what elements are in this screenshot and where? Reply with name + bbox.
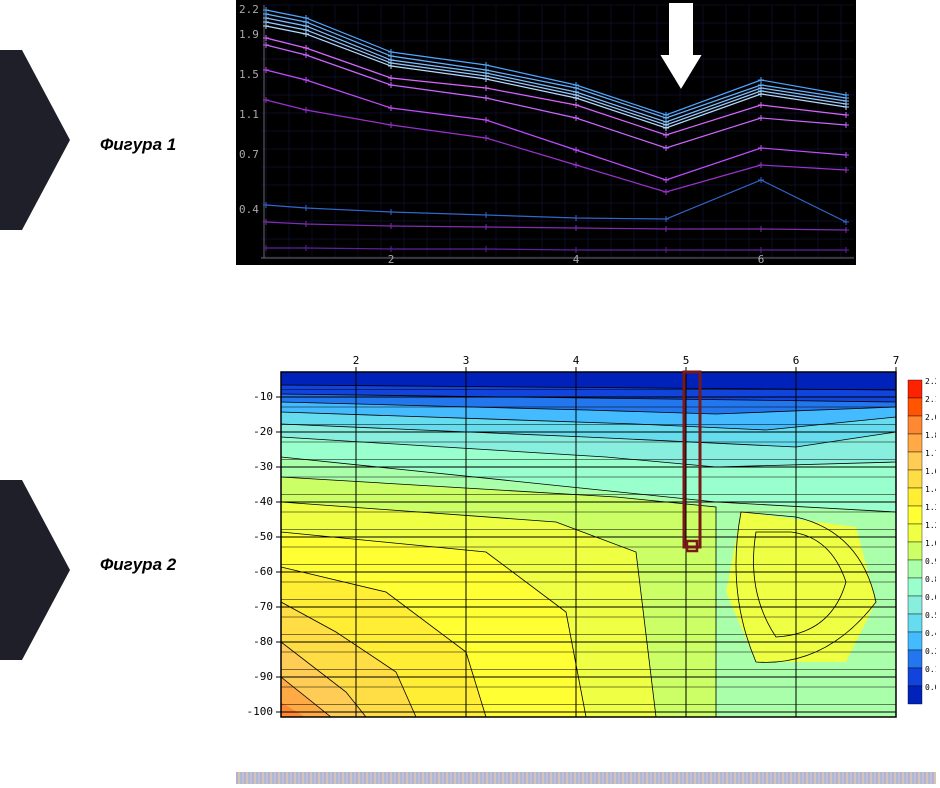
svg-text:2: 2 (353, 354, 360, 367)
pentagon-marker-2 (0, 480, 70, 660)
svg-text:0.00: 0.00 (925, 683, 936, 692)
svg-text:0.81: 0.81 (925, 575, 936, 584)
svg-text:1.21: 1.21 (925, 521, 936, 530)
svg-text:2.01: 2.01 (925, 413, 936, 422)
svg-text:1.48: 1.48 (925, 485, 936, 494)
svg-text:2.2: 2.2 (239, 3, 259, 16)
svg-text:1.74: 1.74 (925, 449, 936, 458)
svg-text:1.88: 1.88 (925, 431, 936, 440)
svg-text:-20: -20 (253, 425, 273, 438)
svg-text:1.5: 1.5 (239, 68, 259, 81)
contour-chart: 2 3 4 5 6 7 -10 -20 -30 -40 -50 -60 -70 -80 -90 -100 2.2… (236, 352, 936, 752)
svg-text:-60: -60 (253, 565, 273, 578)
svg-text:2.15: 2.15 (925, 395, 936, 404)
svg-text:3: 3 (463, 354, 470, 367)
figure2-label: Фигура 2 (100, 555, 176, 575)
svg-text:4: 4 (573, 253, 580, 265)
svg-text:-90: -90 (253, 670, 273, 683)
svg-text:0.4: 0.4 (239, 203, 259, 216)
svg-text:0.54: 0.54 (925, 611, 936, 620)
svg-text:1.1: 1.1 (239, 108, 259, 121)
svg-text:-50: -50 (253, 530, 273, 543)
svg-text:1.34: 1.34 (925, 503, 936, 512)
pentagon-marker-1 (0, 50, 70, 230)
svg-text:1.07: 1.07 (925, 539, 936, 548)
svg-text:7: 7 (893, 354, 900, 367)
svg-text:5: 5 (683, 354, 690, 367)
svg-text:-70: -70 (253, 600, 273, 613)
svg-text:0.7: 0.7 (239, 148, 259, 161)
svg-text:-100: -100 (247, 705, 274, 718)
figure1-label: Фигура 1 (100, 135, 176, 155)
svg-text:0.67: 0.67 (925, 593, 936, 602)
svg-text:0.27: 0.27 (925, 647, 936, 656)
svg-text:6: 6 (758, 253, 765, 265)
svg-text:0.13: 0.13 (925, 665, 936, 674)
noise-strip (236, 772, 936, 784)
svg-text:1.9: 1.9 (239, 28, 259, 41)
svg-text:2: 2 (388, 253, 395, 265)
svg-text:0.94: 0.94 (925, 557, 936, 566)
svg-text:2.28: 2.28 (925, 377, 936, 386)
svg-text:-80: -80 (253, 635, 273, 648)
line-chart: 2.2 1.9 1.5 1.1 0.7 0.4 2 4 6 (236, 0, 856, 265)
svg-text:-30: -30 (253, 460, 273, 473)
svg-text:0.40: 0.40 (925, 629, 936, 638)
svg-text:1.61: 1.61 (925, 467, 936, 476)
svg-text:-40: -40 (253, 495, 273, 508)
svg-text:4: 4 (573, 354, 580, 367)
svg-text:-10: -10 (253, 390, 273, 403)
svg-text:6: 6 (793, 354, 800, 367)
